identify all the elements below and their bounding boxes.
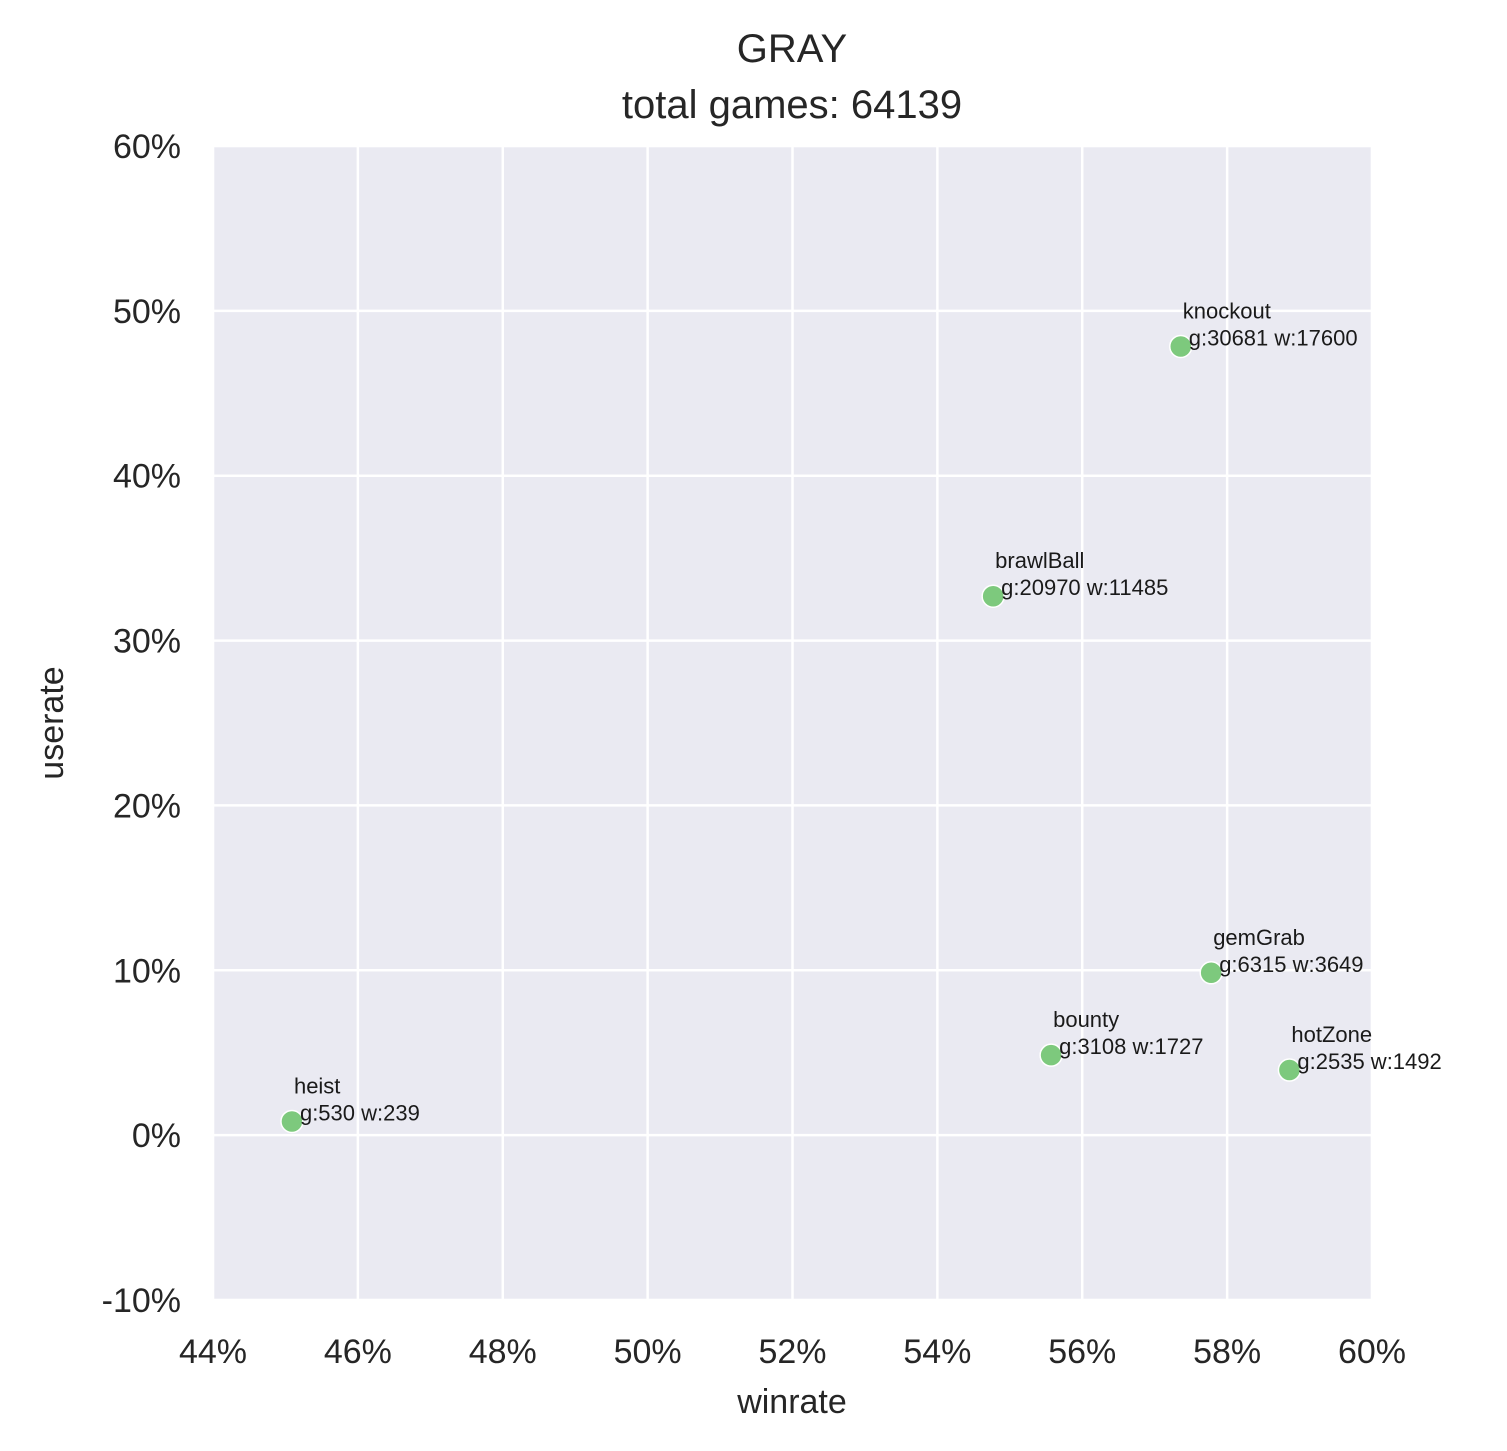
y-tick-label: 30%	[113, 623, 181, 661]
point-marker	[1169, 334, 1193, 359]
x-tick-label: 50%	[614, 1333, 682, 1371]
x-tick-label: 56%	[1048, 1333, 1116, 1371]
point-stats-label: g:2535 w:1492	[1297, 1049, 1441, 1074]
x-tick-label: 48%	[469, 1333, 537, 1371]
point-marker	[981, 584, 1005, 608]
x-tick-label: 60%	[1338, 1333, 1406, 1371]
point-stats-label: g:20970 w:11485	[1001, 575, 1168, 600]
x-tick-label: 52%	[758, 1333, 826, 1371]
point-stats-label: g:3108 w:1727	[1059, 1034, 1203, 1059]
point-stats-label: g:6315 w:3649	[1219, 952, 1363, 977]
y-tick-label: 20%	[113, 787, 181, 825]
point-marker	[1039, 1043, 1063, 1067]
y-tick-label: 0%	[132, 1117, 181, 1155]
x-axis-label: winrate	[736, 1383, 847, 1421]
y-tick-label: 10%	[113, 952, 181, 990]
point-name-label: hotZone	[1291, 1022, 1372, 1047]
x-tick-label: 46%	[324, 1333, 392, 1371]
chart-subtitle: total games: 64139	[622, 83, 962, 127]
y-tick-label: 60%	[113, 128, 181, 166]
point-name-label: heist	[294, 1073, 340, 1098]
y-axis-label: userate	[33, 666, 71, 779]
x-tick-label: 54%	[903, 1333, 971, 1371]
y-tick-label: 40%	[113, 458, 181, 496]
point-marker	[1199, 961, 1223, 985]
point-name-label: gemGrab	[1213, 925, 1305, 950]
grid-lines	[211, 144, 1374, 1302]
y-tick-label: 50%	[113, 293, 181, 331]
y-tick-label: -10%	[102, 1282, 181, 1320]
x-axis-ticks: 44% 46% 48% 50% 52% 54% 56% 58% 60%	[179, 1333, 1406, 1371]
point-marker	[280, 1109, 304, 1134]
point-marker	[1277, 1058, 1302, 1082]
point-name-label: brawlBall	[995, 548, 1084, 573]
chart-title: GRAY	[737, 27, 847, 71]
point-name-label: bounty	[1053, 1007, 1119, 1032]
point-stats-label: g:30681 w:17600	[1189, 325, 1358, 350]
x-tick-label: 58%	[1193, 1333, 1261, 1371]
x-tick-label: 44%	[179, 1333, 247, 1371]
point-name-label: knockout	[1183, 298, 1271, 323]
point-stats-label: g:530 w:239	[300, 1100, 420, 1125]
y-axis-ticks: -10% 0% 10% 20% 30% 40% 50% 60%	[102, 128, 181, 1320]
